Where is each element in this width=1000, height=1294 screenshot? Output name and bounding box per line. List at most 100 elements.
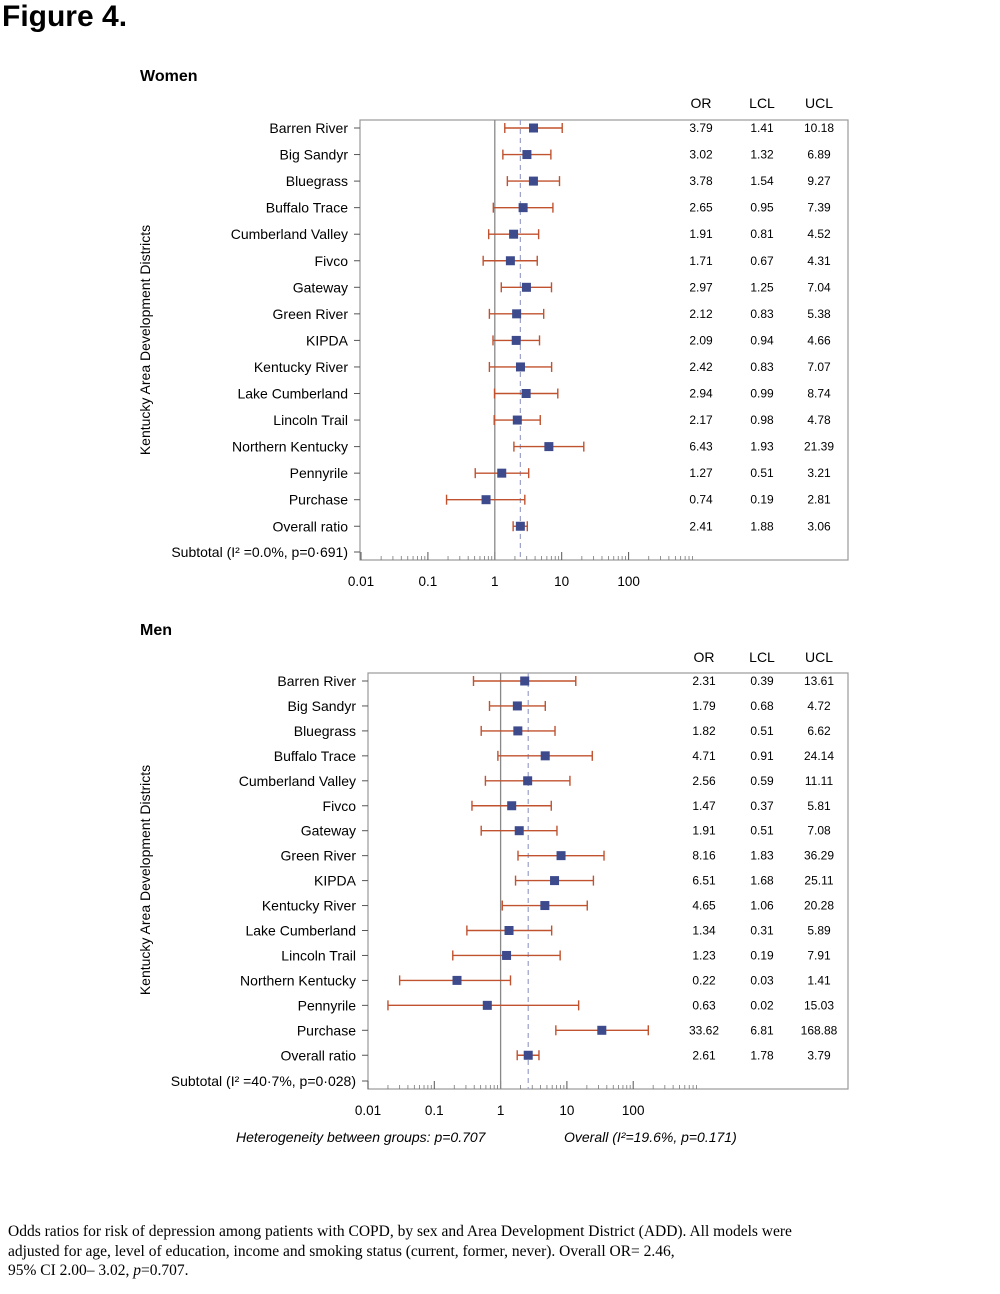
ucl-value: 13.61 (804, 674, 834, 688)
figure-caption: Odds ratios for risk of depression among… (8, 1222, 993, 1281)
lcl-value: 0.19 (750, 948, 774, 962)
forest-row: Barren River 3.79 1.41 10.18 (269, 120, 834, 136)
lcl-value: 1.06 (750, 899, 774, 913)
odds-ratio-marker (550, 876, 560, 886)
forest-row: Lincoln Trail 1.23 0.19 7.91 (281, 947, 831, 963)
ucl-value: 2.81 (807, 493, 831, 507)
x-tick-label: 0.01 (355, 1103, 381, 1118)
plot-frame (359, 119, 849, 561)
or-value: 2.12 (689, 307, 713, 321)
odds-ratio-marker (544, 442, 554, 452)
caption-line-3-prefix: 95% CI 2.00– 3.02, (8, 1262, 134, 1279)
lcl-value: 0.51 (750, 724, 774, 738)
or-value: 3.79 (689, 121, 713, 135)
ucl-value: 10.18 (804, 121, 834, 135)
or-value: 2.97 (689, 280, 713, 294)
subtotal-label: Subtotal (I² =40·7%, p=0·028) (171, 1073, 356, 1089)
x-tick-label: 10 (559, 1103, 574, 1118)
lcl-value: 6.81 (750, 1023, 774, 1037)
ucl-value: 25.11 (804, 874, 833, 888)
or-value: 8.16 (692, 849, 716, 863)
forest-row: Northern Kentucky 6.43 1.93 21.39 (232, 439, 834, 455)
forest-row: Pennyrile 0.63 0.02 15.03 (298, 997, 835, 1013)
ucl-value: 3.06 (807, 519, 831, 533)
forest-row: Pennyrile 1.27 0.51 3.21 (290, 465, 831, 481)
forest-row: Cumberland Valley 2.56 0.59 11.11 (239, 773, 834, 789)
odds-ratio-marker (522, 150, 532, 160)
column-header-ucl: UCL (805, 649, 833, 665)
lcl-value: 1.41 (750, 121, 774, 135)
row-label: Purchase (297, 1022, 356, 1038)
odds-ratio-marker (528, 176, 538, 186)
or-value: 1.23 (692, 948, 716, 962)
or-value: 2.42 (689, 360, 713, 374)
odds-ratio-marker (521, 282, 531, 292)
caption-line-1: Odds ratios for risk of depression among… (8, 1223, 792, 1240)
forest-row: Big Sandyr 1.79 0.68 4.72 (288, 698, 831, 714)
panel-title: Women (140, 68, 197, 85)
or-value: 0.63 (692, 998, 716, 1012)
plot-frame (367, 672, 849, 1090)
forest-row: Fivco 1.47 0.37 5.81 (323, 798, 831, 814)
row-label: Lake Cumberland (237, 386, 348, 402)
lcl-value: 0.95 (750, 201, 774, 215)
heterogeneity-note: Heterogeneity between groups: p=0.707 (236, 1129, 487, 1145)
forest-row: Lake Cumberland 2.94 0.99 8.74 (237, 386, 831, 402)
forest-row: Gateway 2.97 1.25 7.04 (293, 279, 831, 295)
caption-line-2: adjusted for age, level of education, in… (8, 1242, 675, 1260)
ucl-value: 7.91 (807, 948, 831, 962)
lcl-value: 0.67 (750, 254, 774, 268)
odds-ratio-marker (511, 335, 521, 345)
lcl-value: 0.91 (750, 749, 774, 763)
lcl-value: 1.68 (750, 874, 774, 888)
or-value: 4.65 (692, 899, 716, 913)
ucl-value: 11.11 (805, 774, 834, 788)
lcl-value: 0.83 (750, 360, 774, 374)
ucl-value: 5.81 (807, 799, 831, 813)
overall-note: Overall (I²=19.6%, p=0.171) (564, 1129, 737, 1145)
row-label: Overall ratio (281, 1047, 357, 1063)
x-tick-label: 100 (622, 1103, 645, 1118)
lcl-value: 0.31 (750, 924, 774, 938)
row-label: Lincoln Trail (273, 412, 348, 428)
or-value: 3.78 (689, 174, 713, 188)
odds-ratio-marker (518, 203, 528, 213)
lcl-value: 0.19 (750, 493, 774, 507)
lcl-value: 0.81 (750, 227, 774, 241)
caption-line-3-suffix: =0.707. (141, 1262, 189, 1279)
forest-row: Bluegrass 3.78 1.54 9.27 (286, 173, 831, 189)
forest-plots: Women OR LCL UCL Kentucky Area Development D… (137, 68, 849, 1145)
x-tick-label: 10 (554, 574, 569, 589)
or-value: 0.74 (689, 493, 713, 507)
ucl-value: 7.39 (807, 201, 831, 215)
or-value: 6.43 (689, 440, 713, 454)
or-value: 1.47 (692, 799, 716, 813)
odds-ratio-marker (523, 776, 533, 786)
row-label: Big Sandyr (288, 698, 357, 714)
or-value: 1.71 (689, 254, 713, 268)
row-label: Pennyrile (290, 465, 349, 481)
lcl-value: 0.99 (750, 387, 774, 401)
odds-ratio-marker (597, 1025, 607, 1035)
odds-ratio-marker (521, 389, 531, 398)
odds-ratio-marker (514, 826, 524, 836)
odds-ratio-marker (515, 362, 525, 372)
ucl-value: 4.72 (807, 699, 831, 713)
row-label: KIPDA (314, 873, 357, 889)
odds-ratio-marker (512, 701, 522, 711)
caption-p-symbol: p (133, 1262, 142, 1279)
row-label: Barren River (269, 120, 348, 136)
ucl-value: 20.28 (804, 899, 834, 913)
subtotal-label: Subtotal (I² =0.0%, p=0·691) (171, 544, 348, 560)
or-value: 2.65 (689, 201, 713, 215)
row-label: Cumberland Valley (239, 773, 356, 789)
forest-row: Green River 8.16 1.83 36.29 (281, 848, 835, 864)
row-label: Gateway (293, 279, 348, 295)
lcl-value: 0.39 (750, 674, 774, 688)
odds-ratio-marker (452, 975, 462, 985)
row-label: Fivco (323, 798, 357, 814)
odds-ratio-marker (509, 229, 519, 239)
or-value: 2.56 (692, 774, 716, 788)
ucl-value: 4.78 (807, 413, 831, 427)
ucl-value: 5.89 (807, 924, 831, 938)
